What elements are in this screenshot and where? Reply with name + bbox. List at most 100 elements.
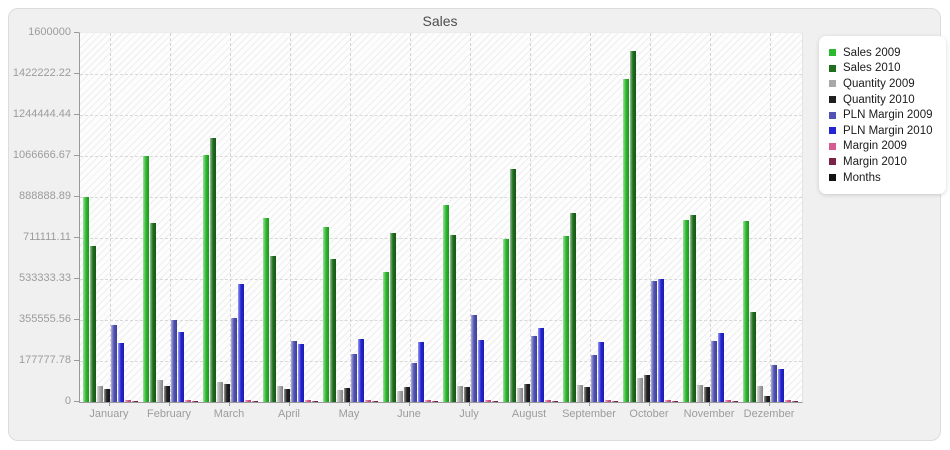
bar-pln-margin-2010-july bbox=[478, 340, 484, 402]
legend: Sales 2009 Sales 2010 Quantity 2009 Quantit… bbox=[819, 36, 946, 195]
bar-pln-margin-2010-january bbox=[118, 343, 124, 402]
gridline-vertical bbox=[350, 33, 351, 402]
bar-margin-2010-june bbox=[432, 401, 438, 402]
bar-margin-2009-february bbox=[185, 400, 191, 402]
x-tick-mark bbox=[589, 402, 590, 406]
bar-quantity-2010-august bbox=[524, 384, 530, 402]
bar-quantity-2010-july bbox=[464, 387, 470, 402]
bar-margin-2010-october bbox=[672, 401, 678, 402]
legend-marker-icon bbox=[829, 111, 836, 119]
legend-label: Quantity 2010 bbox=[843, 93, 915, 106]
legend-label: Sales 2009 bbox=[843, 46, 901, 59]
y-tick-label: 1422222.22 bbox=[12, 67, 71, 79]
bar-pln-margin-2009-november bbox=[711, 341, 717, 402]
y-tick-mark bbox=[74, 73, 79, 74]
gridline-horizontal bbox=[80, 361, 802, 362]
bar-margin-2009-may bbox=[365, 400, 371, 402]
bar-sales-2010-april bbox=[270, 256, 276, 402]
legend-item-sales-2010: Sales 2010 bbox=[829, 61, 933, 77]
legend-marker-icon bbox=[829, 49, 836, 57]
y-tick-mark bbox=[74, 278, 79, 279]
legend-marker-icon bbox=[829, 80, 836, 88]
x-tick-label: June bbox=[397, 408, 421, 420]
bar-margin-2010-november bbox=[732, 401, 738, 402]
bar-sales-2009-september bbox=[563, 236, 569, 402]
gridline-horizontal bbox=[80, 279, 802, 280]
bar-group-may bbox=[323, 33, 378, 402]
bar-sales-2009-dezember bbox=[743, 221, 749, 402]
x-tick-mark bbox=[229, 402, 230, 406]
bar-pln-margin-2010-june bbox=[418, 342, 424, 402]
gridline-horizontal bbox=[80, 115, 802, 116]
legend-label: Months bbox=[843, 171, 881, 184]
bar-sales-2009-march bbox=[203, 155, 209, 402]
x-tick-label: March bbox=[213, 408, 245, 420]
x-tick-mark bbox=[649, 402, 650, 406]
bar-sales-2010-august bbox=[510, 169, 516, 402]
y-tick-mark bbox=[74, 401, 79, 402]
legend-item-quantity-2010: Quantity 2010 bbox=[829, 92, 933, 108]
bar-pln-margin-2009-september bbox=[591, 355, 597, 402]
bar-sales-2010-may bbox=[330, 259, 336, 402]
bar-quantity-2009-may bbox=[337, 390, 343, 402]
gridline-vertical bbox=[590, 33, 591, 402]
plot-area bbox=[79, 32, 803, 403]
bar-pln-margin-2009-may bbox=[351, 354, 357, 402]
bar-quantity-2009-january bbox=[97, 386, 103, 402]
bar-group-february bbox=[143, 33, 198, 402]
bar-sales-2010-february bbox=[150, 223, 156, 402]
y-tick-label: 355555.56 bbox=[19, 313, 71, 325]
bar-sales-2009-august bbox=[503, 239, 509, 402]
bar-margin-2009-july bbox=[485, 400, 491, 402]
bar-quantity-2010-april bbox=[284, 389, 290, 402]
legend-label: PLN Margin 2010 bbox=[843, 124, 933, 137]
bar-quantity-2010-march bbox=[224, 384, 230, 402]
bar-quantity-2009-february bbox=[157, 380, 163, 402]
bar-sales-2009-november bbox=[683, 220, 689, 402]
gridline-vertical bbox=[170, 33, 171, 402]
y-tick-mark bbox=[74, 360, 79, 361]
bar-sales-2010-june bbox=[390, 233, 396, 402]
y-tick-mark bbox=[74, 155, 79, 156]
bar-quantity-2010-november bbox=[704, 387, 710, 402]
bar-sales-2009-june bbox=[383, 272, 389, 402]
bar-quantity-2010-june bbox=[404, 387, 410, 402]
bar-sales-2009-january bbox=[83, 197, 89, 402]
gridline-horizontal bbox=[80, 238, 802, 239]
bar-pln-margin-2009-october bbox=[651, 281, 657, 402]
legend-item-quantity-2009: Quantity 2009 bbox=[829, 76, 933, 92]
x-tick-mark bbox=[349, 402, 350, 406]
gridline-vertical bbox=[650, 33, 651, 402]
bar-margin-2009-june bbox=[425, 400, 431, 402]
bar-quantity-2009-april bbox=[277, 386, 283, 402]
x-tick-mark bbox=[169, 402, 170, 406]
bar-margin-2009-march bbox=[245, 400, 251, 402]
bar-pln-margin-2010-november bbox=[718, 333, 724, 402]
y-tick-mark bbox=[74, 32, 79, 33]
y-tick-label: 711111.11 bbox=[23, 231, 71, 243]
bar-quantity-2010-october bbox=[644, 375, 650, 402]
y-tick-label: 1066666.67 bbox=[12, 149, 71, 161]
bar-pln-margin-2009-april bbox=[291, 341, 297, 402]
bar-margin-2009-january bbox=[125, 400, 131, 402]
bar-group-august bbox=[503, 33, 558, 402]
x-tick-label: Dezember bbox=[743, 408, 795, 420]
gridline-horizontal bbox=[80, 156, 802, 157]
gridline-horizontal bbox=[80, 74, 802, 75]
bar-sales-2010-january bbox=[90, 246, 96, 402]
bar-quantity-2009-march bbox=[217, 382, 223, 402]
bar-quantity-2010-february bbox=[164, 386, 170, 402]
bar-pln-margin-2010-april bbox=[298, 344, 304, 402]
gridline-vertical bbox=[530, 33, 531, 402]
legend-item-margin-2010: Margin 2010 bbox=[829, 154, 933, 170]
bar-group-march bbox=[203, 33, 258, 402]
bar-group-october bbox=[623, 33, 678, 402]
bar-pln-margin-2010-may bbox=[358, 339, 364, 402]
bar-sales-2010-november bbox=[690, 215, 696, 402]
bar-group-november bbox=[683, 33, 738, 402]
x-tick-label: May bbox=[338, 408, 360, 420]
gridline-vertical bbox=[710, 33, 711, 402]
legend-item-months: Months bbox=[829, 170, 933, 186]
legend-label: Sales 2010 bbox=[843, 62, 901, 75]
